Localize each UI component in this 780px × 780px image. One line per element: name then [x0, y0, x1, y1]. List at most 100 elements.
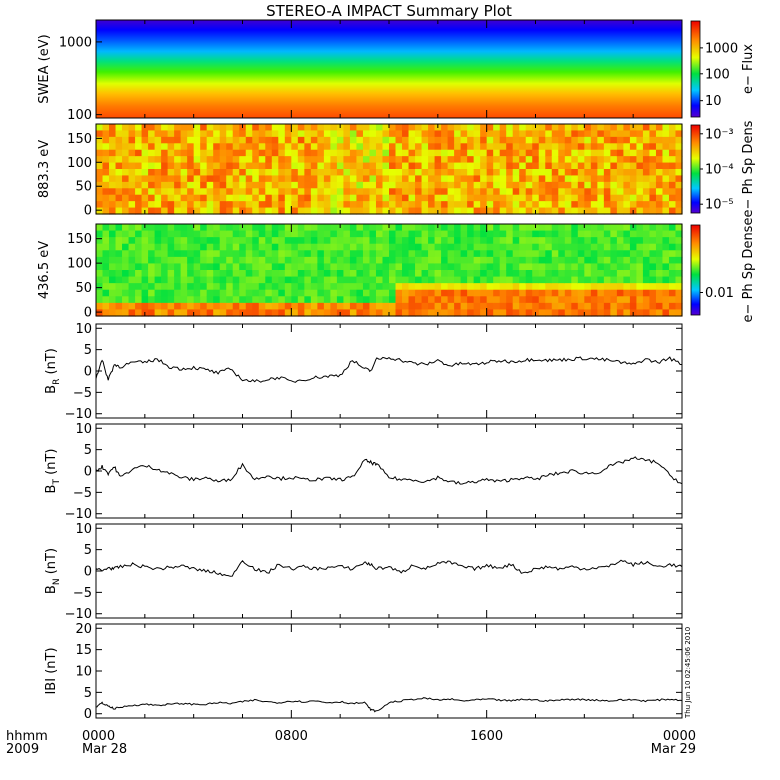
heatmap-cell: [662, 143, 670, 151]
heatmap-cell: [558, 230, 566, 238]
heatmap-cell: [291, 162, 299, 170]
heatmap-cell: [486, 207, 494, 215]
heatmap-cell: [336, 130, 345, 138]
heatmap-cell: [590, 201, 598, 209]
heatmap-cell: [590, 156, 598, 164]
heatmap-cell: [538, 194, 546, 202]
heatmap-cell: [115, 188, 123, 196]
heatmap-cell: [102, 302, 110, 311]
heatmap-cell: [629, 175, 638, 183]
heatmap-cell: [597, 175, 605, 183]
heatmap-cell: [219, 156, 227, 164]
heatmap-cell: [408, 243, 416, 251]
heatmap-cell: [616, 156, 624, 164]
heatmap-cell: [141, 296, 149, 304]
heatmap-cell: [102, 136, 110, 144]
heatmap-cell: [551, 263, 559, 271]
heatmap-cell: [128, 250, 136, 258]
heatmap-cell: [473, 250, 481, 258]
heatmap-cell: [128, 289, 136, 297]
heatmap-cell: [382, 194, 390, 202]
heatmap-cell: [571, 181, 579, 189]
heatmap-cell: [415, 169, 423, 177]
heatmap-cell: [486, 270, 494, 278]
heatmap-cell: [271, 156, 279, 164]
heatmap-cell: [532, 181, 540, 189]
heatmap-cell: [662, 224, 670, 232]
heatmap-cell: [135, 309, 143, 317]
ylabel-unit: (nT): [44, 348, 59, 378]
heatmap-cell: [141, 237, 149, 245]
heatmap-cell: [343, 250, 351, 258]
heatmap-cell: [577, 224, 585, 232]
heatmap-cell: [454, 250, 462, 258]
heatmap-cell: [675, 156, 683, 164]
heatmap-cell: [122, 250, 130, 258]
heatmap-cell: [382, 237, 390, 245]
heatmap-cell: [206, 156, 214, 164]
heatmap-cell: [597, 207, 605, 215]
heatmap-cell: [232, 181, 240, 189]
ylabel-unit: (nT): [44, 449, 59, 479]
ytick-label: 10: [75, 665, 92, 680]
heatmap-cell: [493, 224, 501, 232]
heatmap-cell: [441, 250, 449, 258]
heatmap-cell: [278, 296, 286, 304]
heatmap-cell: [297, 224, 305, 232]
heatmap-cell: [278, 130, 286, 138]
heatmap-cell: [597, 256, 605, 265]
heatmap-cell: [558, 194, 566, 202]
heatmap-cell: [291, 309, 299, 317]
heatmap-cell: [297, 283, 305, 291]
heatmap-cell: [304, 156, 312, 164]
heatmap-cell: [525, 224, 533, 232]
heatmap-cell: [415, 207, 423, 215]
heatmap-cell: [551, 143, 559, 151]
heatmap-cell: [349, 175, 358, 183]
heatmap-cell: [616, 283, 624, 291]
heatmap-cell: [610, 296, 618, 304]
heatmap-cell: [623, 169, 631, 177]
heatmap-cell: [415, 188, 423, 196]
heatmap-cell: [382, 230, 390, 238]
heatmap-cell: [434, 243, 442, 251]
heatmap-cell: [226, 270, 234, 278]
heatmap-cell: [115, 194, 123, 202]
heatmap-cell: [389, 136, 397, 144]
heatmap-cell: [454, 237, 462, 245]
heatmap-cell: [538, 181, 546, 189]
heatmap-cell: [558, 175, 566, 183]
heatmap-cell: [148, 188, 156, 196]
heatmap-cell: [109, 175, 117, 183]
heatmap-cell: [109, 169, 117, 177]
heatmap-cell: [655, 296, 664, 304]
heatmap-cell: [141, 136, 149, 144]
heatmap-cell: [252, 175, 260, 183]
heatmap-cell: [128, 256, 136, 265]
heatmap-cell: [122, 188, 130, 196]
heatmap-cell: [395, 250, 403, 258]
heatmap-cell: [96, 289, 104, 297]
heatmap-cell: [284, 124, 292, 132]
heatmap-cell: [278, 289, 286, 297]
heatmap-cell: [219, 270, 227, 278]
heatmap-cell: [323, 283, 331, 291]
heatmap-cell: [545, 130, 553, 138]
heatmap-cell: [148, 276, 156, 284]
heatmap-cell: [447, 250, 455, 258]
heatmap-cell: [415, 201, 423, 209]
heatmap-cell: [291, 283, 299, 291]
heatmap-cell: [668, 207, 677, 215]
heatmap-cell: [148, 169, 156, 177]
heatmap-cell: [525, 181, 533, 189]
heatmap-cell: [154, 243, 162, 251]
heatmap-cell: [610, 149, 618, 157]
heatmap-cell: [102, 289, 110, 297]
heatmap-cell: [96, 136, 104, 144]
heatmap-cell: [180, 243, 188, 251]
heatmap-cell: [135, 243, 143, 251]
heatmap-cell: [135, 270, 143, 278]
heatmap-cell: [506, 309, 514, 317]
heatmap-cell: [525, 169, 533, 177]
heatmap-cell: [525, 289, 533, 297]
